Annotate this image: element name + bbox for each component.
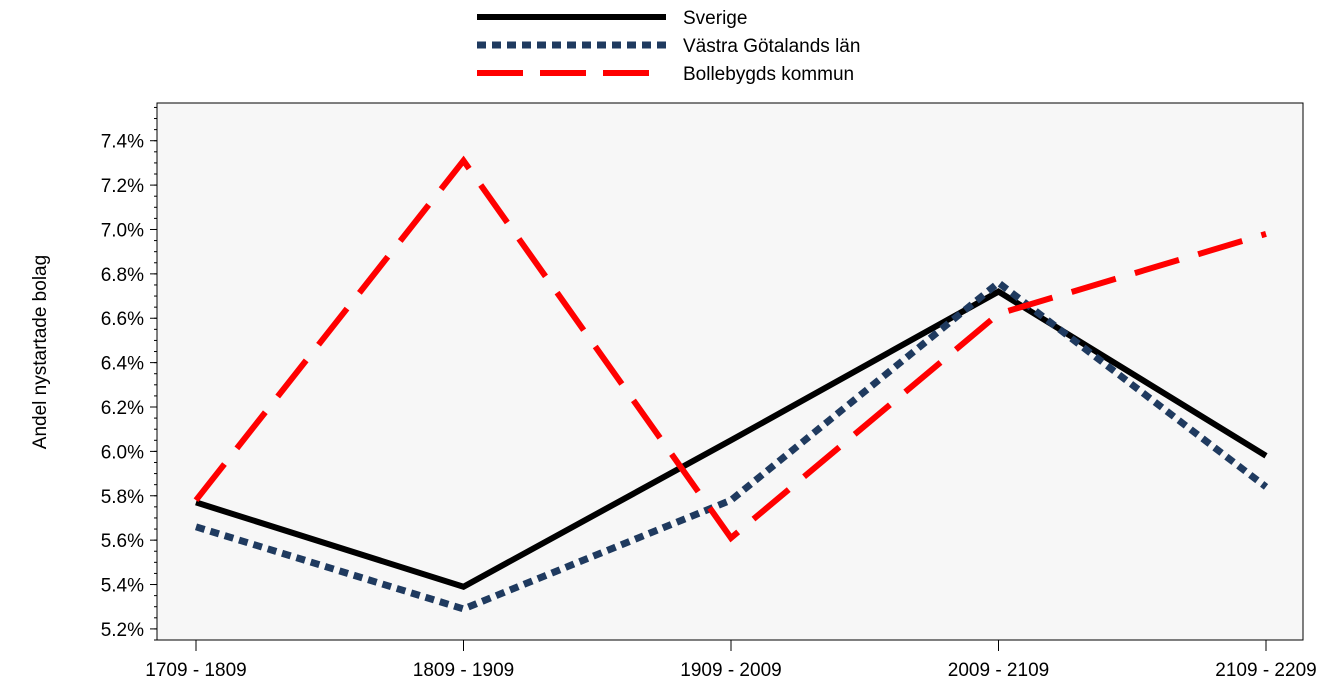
x-tick-label: 1809 - 1909 <box>413 660 514 681</box>
legend-label-1: Sverige <box>683 8 747 29</box>
y-tick-label: 5.6% <box>101 531 144 552</box>
y-tick-label: 5.4% <box>101 576 144 597</box>
x-tick-label: 2009 - 2109 <box>948 660 1049 681</box>
legend: Sverige Västra Götalands län Bollebygds ko… <box>477 8 860 85</box>
y-tick-label: 5.2% <box>101 620 144 641</box>
y-tick-label: 6.4% <box>101 354 144 375</box>
y-tick-label: 6.8% <box>101 265 144 286</box>
x-tick-label: 2109 - 2209 <box>1215 660 1316 681</box>
series-line-3 <box>193 155 1267 543</box>
legend-label-3: Bollebygds kommun <box>683 64 854 85</box>
y-tick-label: 6.2% <box>101 398 144 419</box>
series-line-1 <box>195 288 1268 590</box>
series-line-2 <box>194 278 1269 613</box>
x-tick-label: 1909 - 2009 <box>680 660 781 681</box>
y-tick-label: 6.0% <box>101 442 144 463</box>
x-axis: 1709 - 1809 1809 - 1909 1909 - 2009 2009 - … <box>145 640 1317 681</box>
series-layer <box>193 155 1269 613</box>
y-tick-label: 5.8% <box>101 487 144 508</box>
legend-label-2: Västra Götalands län <box>683 36 860 57</box>
y-tick-label: 6.6% <box>101 309 144 330</box>
x-tick-label: 1709 - 1809 <box>145 660 246 681</box>
y-axis: 5.2% 5.4% 5.6% 5.8% 6.0% 6.2% 6.4% 6.6% 6.8% 7.0%… <box>101 106 157 641</box>
y-tick-label: 7.0% <box>101 220 144 241</box>
y-tick-label: 7.2% <box>101 176 144 197</box>
y-axis-label: Andel nystartade bolag <box>30 255 51 449</box>
y-tick-label: 7.4% <box>101 132 144 153</box>
